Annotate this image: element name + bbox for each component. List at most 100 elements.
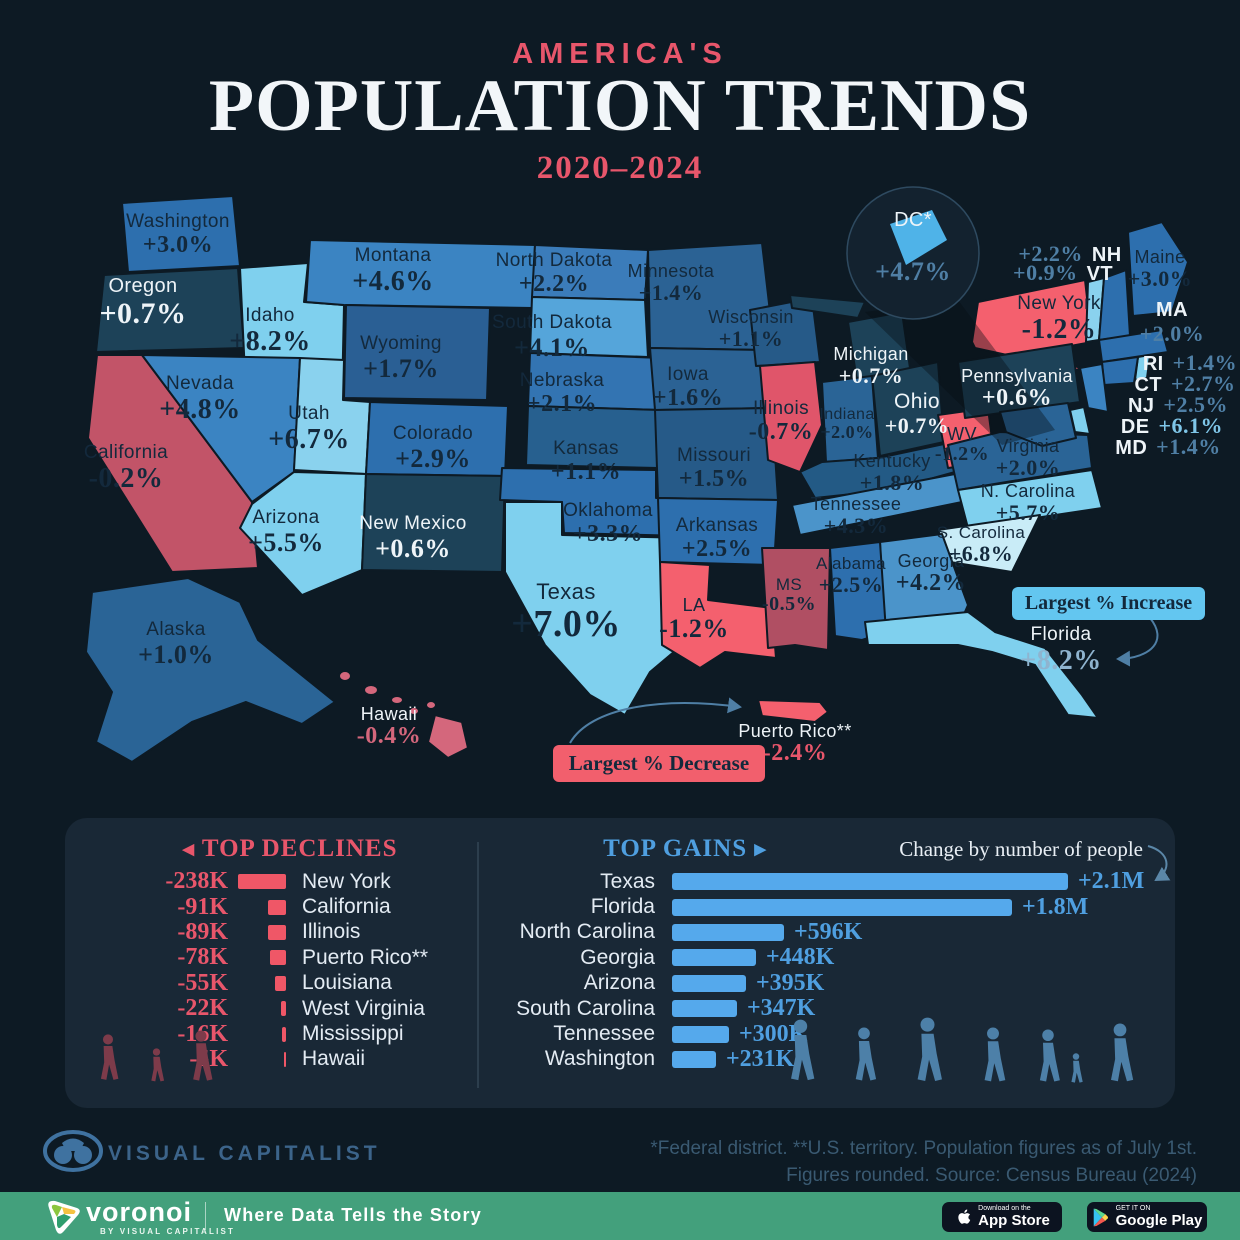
state-shape-virginia [947, 431, 1093, 491]
state-shape-maryland [999, 402, 1077, 447]
state-label-wyoming: Wyoming +1.7% [360, 333, 442, 383]
state-shape-wyoming [343, 304, 491, 401]
top-declines-title: ◀ TOP DECLINES [182, 835, 398, 862]
decline-row: -16KMississippi [95, 1021, 428, 1047]
note-arrow [1147, 845, 1171, 882]
state-label-illinois: Illinois -0.7% [748, 398, 814, 445]
state-label-virginia: Virginia +2.0% [995, 436, 1061, 481]
gain-bar [672, 974, 746, 992]
state-label-nevada: Nevada +4.8% [159, 373, 241, 425]
gain-row: North Carolina +596K [519, 918, 863, 945]
state-label-south-carolina: S. Carolina +6.8% [936, 523, 1026, 567]
footer-separator [205, 1202, 206, 1230]
decline-bar [282, 1026, 286, 1042]
state-label-washington: Washington +3.0% [126, 211, 230, 258]
state-label-texas: Texas +7.0% [511, 579, 621, 645]
state-label-arizona: Arizona +5.5% [248, 507, 324, 557]
dc-shape-icon [890, 210, 947, 265]
state-label-montana: Montana +4.6% [352, 245, 434, 297]
state-label-mississippi: MS -0.5% [761, 575, 817, 616]
google-play-icon [1093, 1208, 1108, 1226]
appstore-big-text: App Store [978, 1211, 1050, 1229]
state-label-alaska: Alaska +1.0% [138, 619, 214, 669]
increase-arrow [1116, 617, 1159, 667]
top-gains-list: Texas +2.1M Florida +1.8M North Carolina +5… [470, 868, 1145, 1072]
state-label-kansas: Kansas +1.1% [550, 438, 622, 485]
state-value-dc: +4.7% [875, 257, 951, 286]
state-label-delaware: DE +6.1% [1120, 413, 1224, 438]
footnote-line-1: *Federal district. **U.S. territory. Pop… [650, 1138, 1197, 1159]
island-puerto-rico [757, 699, 829, 723]
state-label-south-dakota: South Dakota +4.1% [492, 312, 612, 362]
state-label-georgia: Georgia +4.2% [895, 551, 967, 597]
largest-increase-badge: Largest % Increase [1012, 587, 1205, 620]
state-label-west-virginia: WV -1.2% [934, 424, 990, 466]
state-label-indiana: Indiana +2.0% [819, 406, 875, 443]
google-play-badge[interactable]: GET IT ON Google Play [1087, 1202, 1207, 1232]
state-label-dc: DC* [894, 209, 932, 231]
decline-bar [268, 924, 286, 940]
largest-decrease-badge: Largest % Decrease [553, 745, 765, 782]
gain-row: Texas +2.1M [600, 868, 1145, 895]
state-label-tennessee: Tennessee +4.3% [810, 494, 902, 539]
voronoi-byline: BY VISUAL CAPITALIST [100, 1227, 236, 1236]
decline-row: -89K Illinois [177, 918, 361, 945]
state-label-oregon: Oregon +0.7% [99, 275, 187, 330]
state-label-hawaii: Hawaii -0.4% [356, 704, 422, 750]
decline-bar [275, 975, 286, 991]
decline-bar [281, 1001, 286, 1017]
app-store-badge[interactable]: Download on the App Store [942, 1202, 1062, 1232]
footnote-line-2: Figures rounded. Source: Census Bureau (… [786, 1164, 1197, 1186]
gain-bar [672, 949, 756, 967]
state-label-idaho: Idaho +8.2% [229, 305, 311, 357]
dc-spotlight-beam [865, 300, 1055, 445]
gain-bar [672, 1000, 737, 1018]
left-arrow-icon: ◀ [182, 842, 196, 858]
state-label-puerto-rico: Puerto Rico** -2.4% [738, 721, 852, 767]
voronoi-tagline: Where Data Tells the Story [224, 1205, 482, 1225]
state-shape-texas [504, 501, 697, 716]
gain-bar [672, 898, 1012, 916]
decline-bar [284, 1051, 286, 1067]
declining-people-icon [100, 1030, 213, 1082]
state-shape-pennsylvania [957, 343, 1081, 419]
state-shape-connecticut [1101, 356, 1139, 386]
title-years: 2020–2024 [536, 150, 704, 186]
gain-bar [672, 873, 1068, 891]
state-label-kentucky: Kentucky +1.8% [853, 451, 931, 496]
voronoi-logo-icon [48, 1200, 80, 1234]
appstore-small-text: Download on the [978, 1205, 1031, 1213]
state-label-oklahoma: Oklahoma +3.3% [563, 500, 653, 547]
decline-row: -55K Louisiana [177, 969, 392, 996]
state-label-north-carolina: N. Carolina +5.7% [980, 481, 1076, 526]
state-label-nebraska: Nebraska +2.1% [519, 370, 605, 417]
gaining-people-icon [791, 1017, 1134, 1083]
state-shape-mississippi [761, 547, 831, 651]
gain-bar [672, 1050, 716, 1068]
gain-bar [672, 923, 784, 941]
gain-row: South Carolina +347K [516, 995, 816, 1022]
top-declines-list: -238K New York -91K California -89K Illinoi… [95, 868, 428, 1072]
state-shape-illinois [759, 361, 823, 473]
gain-row: Arizona +395K [583, 969, 825, 996]
state-label-iowa: Iowa +1.6% [652, 364, 724, 411]
state-label-north-dakota: North Dakota +2.2% [495, 250, 613, 297]
state-label-new-hampshire: +2.2% NH [1018, 241, 1122, 266]
gains-note: Change by number of people [899, 837, 1143, 861]
gplay-big-text: Google Play [1115, 1211, 1203, 1229]
state-label-maryland: MD +1.4% [1115, 434, 1221, 459]
page-title: POPULATION TRENDS [208, 65, 1032, 147]
source-footnote: *Federal district. **U.S. territory. Pop… [597, 1136, 1197, 1189]
apple-icon [958, 1209, 971, 1224]
state-label-connecticut: CT +2.7% [1134, 371, 1236, 396]
state-label-wisconsin: Wisconsin +1.1% [708, 307, 794, 352]
state-shape-north-carolina [957, 469, 1103, 529]
state-label-utah: Utah +6.7% [268, 403, 350, 455]
state-label-ohio: Ohio +0.7% [884, 390, 950, 438]
gplay-small-text: GET IT ON [1115, 1205, 1151, 1213]
state-label-massachusetts: MA +2.0% [1139, 299, 1205, 346]
title-kicker: AMERICA'S [512, 38, 728, 70]
gain-row: Florida +1.8M [590, 893, 1089, 920]
state-label-rhode-island: RI +1.4% [1142, 350, 1238, 375]
state-shape-maine [1127, 221, 1189, 317]
